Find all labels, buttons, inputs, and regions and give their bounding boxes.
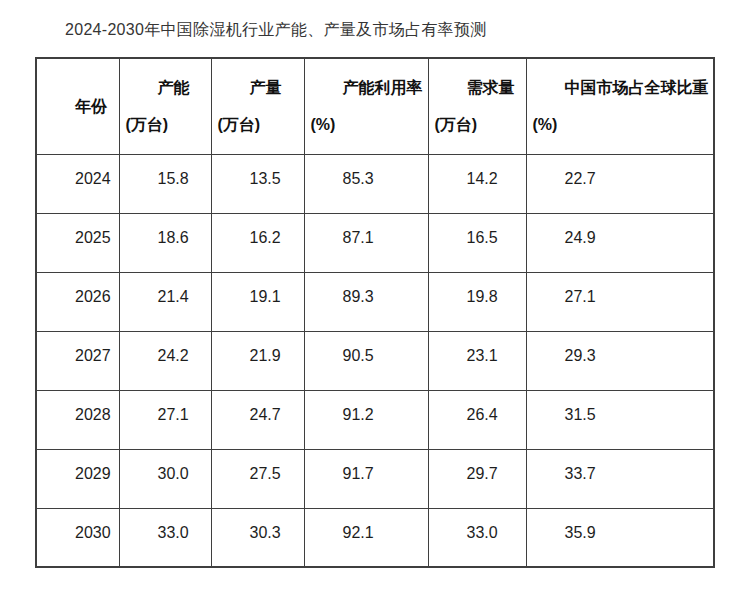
header-unit: (%) [311, 106, 426, 143]
cell-output: 13.5 [211, 154, 304, 213]
cell-demand: 26.4 [428, 390, 526, 449]
cell-year: 2028 [36, 390, 119, 449]
column-header-demand: 需求量 (万台) [428, 58, 526, 154]
table-row-2027: 2027 24.2 21.9 90.5 23.1 29.3 [36, 331, 714, 390]
cell-utilization: 90.5 [304, 331, 428, 390]
cell-demand: 19.8 [428, 272, 526, 331]
header-label: 产量 [218, 69, 302, 106]
table-header: 年份 产能 (万台) 产量 (万台) 产能利用率 (%) 需求量 (万台) [36, 58, 714, 154]
table-row-2026: 2026 21.4 19.1 89.3 19.8 27.1 [36, 272, 714, 331]
cell-utilization: 87.1 [304, 213, 428, 272]
cell-capacity: 15.8 [119, 154, 211, 213]
cell-capacity: 24.2 [119, 331, 211, 390]
header-label: 产能利用率 [311, 69, 426, 106]
cell-demand: 29.7 [428, 449, 526, 508]
cell-demand: 16.5 [428, 213, 526, 272]
table-row-2030: 2030 33.0 30.3 92.1 33.0 35.9 [36, 508, 714, 567]
cell-demand: 14.2 [428, 154, 526, 213]
table-row-2028: 2028 27.1 24.7 91.2 26.4 31.5 [36, 390, 714, 449]
cell-capacity: 33.0 [119, 508, 211, 567]
header-unit: (万台) [126, 106, 209, 143]
column-header-year: 年份 [36, 58, 119, 154]
forecast-table: 年份 产能 (万台) 产量 (万台) 产能利用率 (%) 需求量 (万台) [35, 57, 715, 568]
column-header-capacity: 产能 (万台) [119, 58, 211, 154]
cell-output: 21.9 [211, 331, 304, 390]
cell-global-share: 29.3 [526, 331, 714, 390]
cell-utilization: 89.3 [304, 272, 428, 331]
cell-year: 2030 [36, 508, 119, 567]
cell-global-share: 27.1 [526, 272, 714, 331]
cell-global-share: 35.9 [526, 508, 714, 567]
header-label: 中国市场占全球比重 [533, 69, 712, 106]
header-label: 产能 [126, 69, 209, 106]
cell-global-share: 33.7 [526, 449, 714, 508]
table-title: 2024-2030年中国除湿机行业产能、产量及市场占有率预测 [0, 0, 739, 39]
cell-year: 2025 [36, 213, 119, 272]
cell-output: 19.1 [211, 272, 304, 331]
cell-utilization: 85.3 [304, 154, 428, 213]
cell-output: 24.7 [211, 390, 304, 449]
header-unit: (%) [533, 106, 712, 143]
header-unit: (万台) [435, 106, 524, 143]
cell-output: 16.2 [211, 213, 304, 272]
cell-year: 2026 [36, 272, 119, 331]
cell-output: 27.5 [211, 449, 304, 508]
header-row: 年份 产能 (万台) 产量 (万台) 产能利用率 (%) 需求量 (万台) [36, 58, 714, 154]
table-row-2025: 2025 18.6 16.2 87.1 16.5 24.9 [36, 213, 714, 272]
cell-year: 2027 [36, 331, 119, 390]
header-label: 年份 [43, 88, 117, 125]
cell-demand: 33.0 [428, 508, 526, 567]
column-header-output: 产量 (万台) [211, 58, 304, 154]
table-row-2024: 2024 15.8 13.5 85.3 14.2 22.7 [36, 154, 714, 213]
column-header-utilization: 产能利用率 (%) [304, 58, 428, 154]
cell-capacity: 21.4 [119, 272, 211, 331]
cell-output: 30.3 [211, 508, 304, 567]
cell-capacity: 30.0 [119, 449, 211, 508]
cell-year: 2029 [36, 449, 119, 508]
cell-utilization: 91.7 [304, 449, 428, 508]
table-body: 2024 15.8 13.5 85.3 14.2 22.7 2025 18.6 … [36, 154, 714, 567]
header-unit: (万台) [218, 106, 302, 143]
cell-year: 2024 [36, 154, 119, 213]
cell-global-share: 31.5 [526, 390, 714, 449]
document-page: 2024-2030年中国除湿机行业产能、产量及市场占有率预测 年份 产能 (万台… [0, 0, 739, 591]
cell-utilization: 91.2 [304, 390, 428, 449]
column-header-global-share: 中国市场占全球比重 (%) [526, 58, 714, 154]
header-label: 需求量 [435, 69, 524, 106]
cell-capacity: 27.1 [119, 390, 211, 449]
cell-global-share: 24.9 [526, 213, 714, 272]
cell-capacity: 18.6 [119, 213, 211, 272]
table-row-2029: 2029 30.0 27.5 91.7 29.7 33.7 [36, 449, 714, 508]
cell-demand: 23.1 [428, 331, 526, 390]
cell-global-share: 22.7 [526, 154, 714, 213]
cell-utilization: 92.1 [304, 508, 428, 567]
